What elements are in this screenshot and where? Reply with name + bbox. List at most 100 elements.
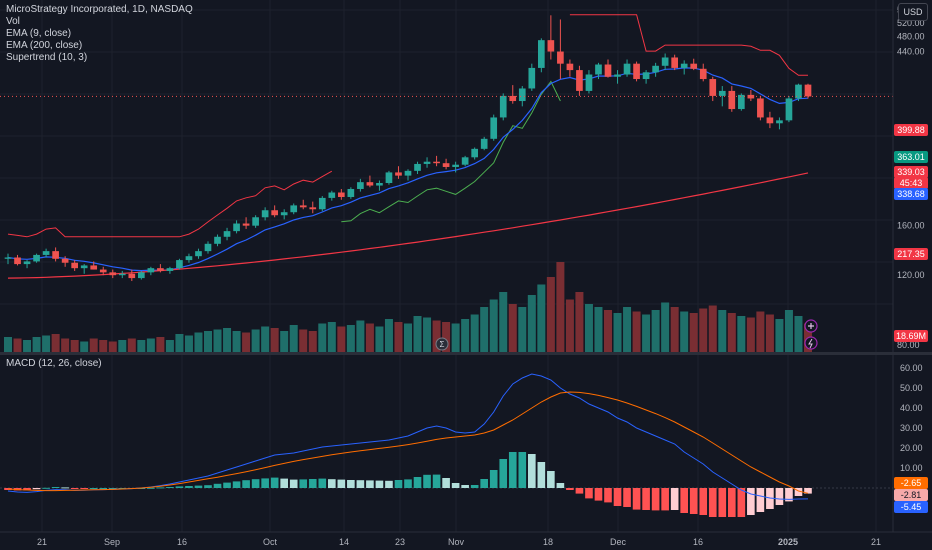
candle-body (528, 67, 536, 89)
macd-hist-bar (261, 478, 269, 488)
macd-hist-bar (785, 488, 793, 502)
volume-bar (299, 329, 308, 352)
candle (490, 114, 498, 141)
macd-hist-bar (670, 488, 679, 510)
legend-supertrend: Supertrend (10, 3) (6, 52, 88, 63)
candle (309, 201, 317, 214)
ema200-price-badge: 217.35 (894, 248, 928, 260)
volume-badge: 18.69M (894, 330, 928, 342)
time-axis-label: Dec (610, 537, 627, 547)
candle-body (718, 90, 726, 96)
candle-body (147, 268, 155, 273)
legend-vol: Vol (6, 16, 20, 27)
volume-bar (651, 310, 660, 352)
candle (42, 248, 50, 258)
candle-body (566, 63, 574, 71)
candle-body (461, 157, 469, 165)
volume-bar (156, 337, 165, 352)
candle (80, 264, 88, 274)
candle-body (61, 258, 69, 263)
macd-hist-bar (413, 477, 422, 488)
volume-bar (546, 277, 555, 352)
macd-hist-bar (528, 454, 536, 488)
volume-bar (737, 316, 746, 352)
macd-hist-bar (432, 474, 441, 488)
volume-bar (42, 335, 51, 352)
candle (423, 157, 431, 168)
price-axis-label: 160.00 (897, 221, 925, 231)
volume-bar (365, 323, 374, 352)
macd-hist-bar (366, 480, 374, 488)
volume-bar (556, 262, 565, 352)
candle (338, 188, 345, 200)
volume-bar (404, 323, 412, 352)
candle (128, 269, 136, 282)
volume-bar (451, 323, 460, 352)
candle-body (290, 205, 298, 213)
candle (261, 207, 269, 221)
volume-bar (80, 341, 89, 352)
candle-body (404, 170, 412, 176)
lightning-icon-ring (804, 336, 818, 350)
time-axis-label: Nov (448, 537, 465, 547)
macd-hist-bar (108, 488, 117, 489)
main-legend: MicroStrategy Incorporated, 1D, NASDAQ V… (6, 4, 193, 64)
candle-body (252, 217, 259, 226)
candle (109, 269, 117, 279)
volume-bar (499, 292, 508, 352)
volume-bar (470, 314, 479, 352)
time-axis-label: 18 (543, 537, 553, 547)
candles (4, 15, 812, 282)
macd-hist-bar (156, 487, 165, 489)
candle-body (118, 273, 126, 276)
volume-bar (756, 311, 765, 352)
candle (757, 95, 764, 121)
candle (509, 85, 517, 104)
candle (547, 15, 555, 60)
time-axis-label: 23 (395, 537, 405, 547)
candle (299, 199, 307, 210)
candle (433, 155, 440, 167)
macd-hist-bar (32, 488, 41, 490)
supertrend-resistance-line (569, 14, 808, 76)
macd-hist-bar (251, 479, 260, 488)
candle (595, 62, 602, 80)
candle (214, 234, 221, 247)
volume-bar (632, 311, 641, 352)
candle-body (671, 57, 678, 68)
macd-hist-bar (642, 488, 650, 510)
candle (204, 241, 212, 254)
volume-bar (204, 331, 212, 352)
candle-body (138, 272, 145, 279)
candle (376, 180, 383, 191)
candle (671, 54, 678, 71)
macd-hist-bar (80, 488, 88, 489)
macd-hist-bar (394, 480, 403, 488)
candle-body (576, 70, 583, 91)
candle-body (185, 256, 193, 261)
candle (366, 175, 374, 188)
candle-body (242, 223, 250, 226)
macd-hist-badge: -2.81 (894, 489, 928, 501)
candle (328, 190, 336, 201)
volume-bar (642, 314, 651, 352)
candle (623, 59, 631, 77)
volume-bar (613, 313, 622, 352)
macd-hist-bar (575, 488, 584, 494)
pane-separator[interactable] (0, 352, 932, 355)
candle-body (214, 236, 221, 244)
macd-hist-bar (747, 488, 755, 515)
candle-body (433, 161, 440, 164)
macd-hist-bar (89, 488, 98, 489)
candle-body (538, 40, 545, 68)
candle-body (128, 273, 136, 279)
candle-body (766, 117, 774, 124)
volume-bar (518, 307, 527, 352)
volume-bar (432, 320, 441, 352)
candle (461, 155, 469, 167)
currency-button[interactable]: USD (898, 3, 928, 21)
macd-hist-bar (794, 488, 803, 496)
candle (747, 89, 755, 102)
price-axis-label: 80.00 (897, 340, 920, 350)
